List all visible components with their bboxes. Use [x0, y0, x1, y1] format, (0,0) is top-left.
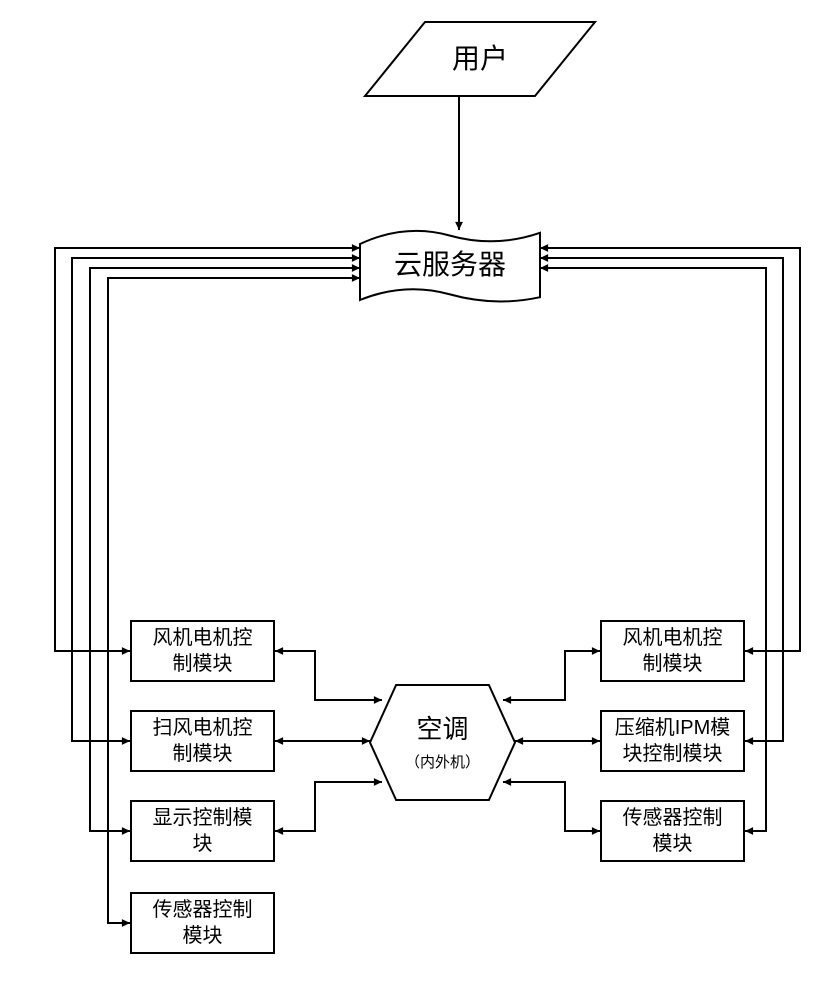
- diagram-canvas: 用户云服务器空调（内外机）风机电机控 制模块扫风电机控 制模块显示控制模 块传感…: [0, 0, 823, 1000]
- node-cloud: 云服务器: [360, 230, 540, 300]
- node-left1: 风机电机控 制模块: [130, 620, 275, 682]
- node-left4: 传感器控制 模块: [130, 892, 275, 954]
- node-ac-label-sub: （内外机）: [405, 753, 480, 773]
- node-left3: 显示控制模 块: [130, 800, 275, 862]
- node-ac-label-main: 空调: [416, 713, 468, 747]
- node-ac: 空调 （内外机）: [370, 685, 515, 800]
- node-right3: 传感器控制 模块: [600, 800, 745, 862]
- node-user: 用户: [395, 22, 565, 96]
- node-left2: 扫风电机控 制模块: [130, 710, 275, 772]
- node-right2: 压缩机IPM模 块控制模块: [600, 710, 745, 772]
- node-right1: 风机电机控 制模块: [600, 620, 745, 682]
